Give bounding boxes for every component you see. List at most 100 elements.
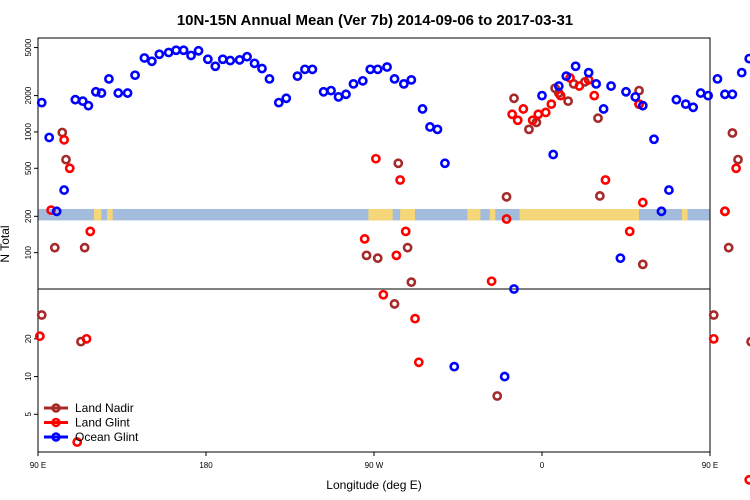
data-point <box>548 149 559 160</box>
legend-label: Land Glint <box>75 416 130 430</box>
data-point <box>59 134 70 145</box>
data-point <box>553 81 564 91</box>
data-point <box>449 361 460 372</box>
data-point <box>621 86 631 97</box>
data-point <box>615 253 626 264</box>
data-point <box>264 74 275 84</box>
series-layer <box>34 45 750 485</box>
data-point <box>273 97 284 108</box>
legend-marker <box>51 403 61 413</box>
data-point <box>104 74 114 84</box>
data-point <box>90 86 101 97</box>
x-tick-label: 90 W <box>365 461 384 470</box>
y-axis-title: N Total <box>0 225 12 262</box>
data-point <box>51 206 62 217</box>
data-point <box>365 64 376 75</box>
data-point <box>57 127 68 138</box>
data-point <box>594 191 605 201</box>
land-patch <box>368 208 393 221</box>
data-point <box>570 61 581 72</box>
data-point <box>318 86 329 97</box>
y-axis: 100 200 500 1000 2000 5000 5 10 20 <box>24 38 38 417</box>
data-point <box>171 45 182 56</box>
y-tick-label: 20 <box>24 334 33 343</box>
series-land-nadir <box>36 76 750 401</box>
data-point <box>486 276 497 287</box>
data-point <box>210 61 221 72</box>
data-point <box>34 331 45 342</box>
data-point <box>708 310 719 320</box>
data-point <box>139 53 150 63</box>
data-point <box>680 99 691 110</box>
data-point <box>736 67 747 78</box>
legend-label: Land Nadir <box>75 401 134 415</box>
data-point <box>546 99 557 110</box>
data-point <box>300 64 310 75</box>
data-point <box>637 100 648 111</box>
series-ocean-glint <box>36 45 750 382</box>
data-point <box>359 234 370 244</box>
data-point <box>664 185 674 195</box>
data-point <box>524 124 534 135</box>
data-point <box>656 206 667 217</box>
y-tick-label: 100 <box>24 245 33 259</box>
data-point <box>292 71 303 82</box>
data-point <box>64 163 75 174</box>
data-point <box>563 96 574 107</box>
data-point <box>361 250 372 261</box>
data-point <box>509 93 519 104</box>
data-point <box>733 154 743 165</box>
data-point <box>83 100 94 111</box>
x-axis: 90 E 180 90 W 0 90 E <box>30 452 718 470</box>
data-point <box>630 92 641 102</box>
data-point <box>720 89 730 100</box>
data-point <box>727 89 738 100</box>
data-point <box>378 289 389 300</box>
data-point <box>591 78 602 89</box>
data-point <box>703 90 714 101</box>
data-point <box>341 89 351 100</box>
data-point <box>499 371 510 382</box>
data-point <box>574 81 585 91</box>
legend-marker <box>51 432 61 442</box>
data-point <box>507 109 518 120</box>
land-patch <box>682 208 688 221</box>
data-point <box>555 90 566 101</box>
data-point <box>146 56 157 67</box>
data-point <box>193 45 204 56</box>
data-point <box>723 242 734 253</box>
data-point <box>59 185 70 195</box>
y-tick-label: 2000 <box>24 86 33 104</box>
data-point <box>61 154 71 165</box>
land-patch <box>107 208 113 221</box>
data-point <box>186 50 196 61</box>
data-point <box>432 124 443 135</box>
data-point <box>606 81 616 91</box>
data-point <box>49 242 60 253</box>
data-point <box>649 134 659 145</box>
data-point <box>257 63 267 74</box>
plot-frame <box>37 37 711 453</box>
data-point <box>163 47 174 58</box>
data-point <box>81 333 92 344</box>
data-point <box>357 75 368 86</box>
data-point <box>154 49 165 60</box>
data-point <box>389 299 400 309</box>
data-point <box>113 88 124 98</box>
data-point <box>372 64 383 75</box>
data-point <box>512 115 523 126</box>
land-patch <box>489 208 496 221</box>
data-point <box>518 104 529 114</box>
data-point <box>501 214 512 224</box>
data-point <box>712 74 723 84</box>
data-point <box>406 74 417 85</box>
data-point <box>600 175 611 185</box>
x-tick-label: 90 E <box>702 461 718 470</box>
y-tick-label: 5000 <box>24 38 33 56</box>
chart-title: 10N-15N Annual Mean (Ver 7b) 2014-09-06 … <box>177 12 573 29</box>
data-point <box>391 250 402 261</box>
data-point <box>492 391 503 401</box>
data-point <box>130 70 140 81</box>
land-patch <box>400 208 416 221</box>
